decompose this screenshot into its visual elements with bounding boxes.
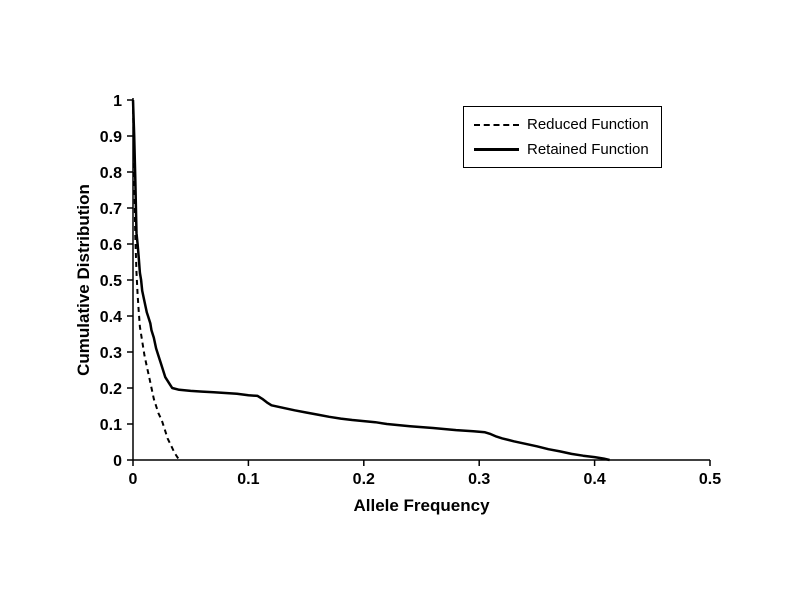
solid-line-sample-icon	[474, 148, 519, 151]
y-tick-label: 1	[113, 93, 122, 110]
series-line-retained-function	[131, 99, 610, 462]
y-axis-title: Cumulative Distribution	[74, 184, 93, 376]
y-tick-label: 0	[113, 453, 122, 470]
x-tick-label: 0.1	[237, 471, 259, 488]
y-tick-label: 0.8	[100, 165, 122, 182]
x-tick-label: 0.4	[583, 471, 605, 488]
legend-item-retained-function: Retained Function	[474, 137, 649, 162]
x-tick-label: 0.3	[468, 471, 490, 488]
legend-item-reduced-function: Reduced Function	[474, 112, 649, 137]
y-tick-label: 0.9	[100, 129, 122, 146]
x-tick-label: 0.5	[699, 471, 721, 488]
x-tick-label: 0.2	[353, 471, 375, 488]
y-tick-label: 0.2	[100, 381, 122, 398]
y-tick-label: 0.4	[100, 309, 122, 326]
legend-label: Reduced Function	[527, 116, 649, 133]
y-tick-label: 0.7	[100, 201, 122, 218]
y-tick-label: 0.1	[100, 417, 122, 434]
y-tick-label: 0.3	[100, 345, 122, 362]
y-tick-label: 0.5	[100, 273, 122, 290]
legend-label: Retained Function	[527, 141, 649, 158]
x-axis-title: Allele Frequency	[353, 496, 490, 515]
x-tick-label: 0	[129, 471, 138, 488]
series-line-reduced-function	[132, 99, 181, 461]
dashed-line-sample-icon	[474, 123, 519, 126]
y-tick-label: 0.6	[100, 237, 122, 254]
legend: Reduced Function Retained Function	[463, 106, 662, 168]
